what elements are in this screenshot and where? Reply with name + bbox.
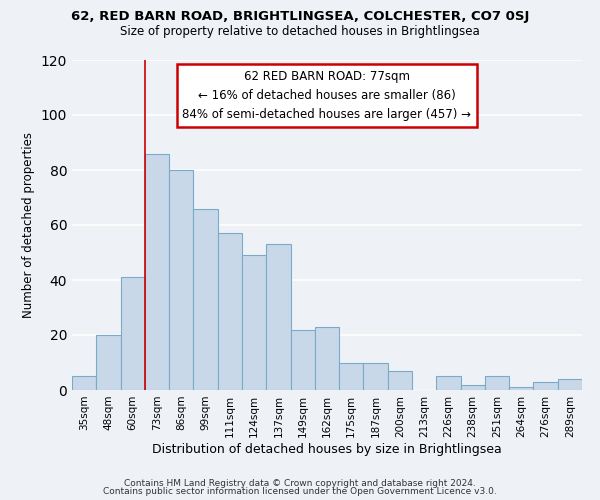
Text: Contains HM Land Registry data © Crown copyright and database right 2024.: Contains HM Land Registry data © Crown c… (124, 478, 476, 488)
Text: 62 RED BARN ROAD: 77sqm
← 16% of detached houses are smaller (86)
84% of semi-de: 62 RED BARN ROAD: 77sqm ← 16% of detache… (182, 70, 472, 121)
Text: 62, RED BARN ROAD, BRIGHTLINGSEA, COLCHESTER, CO7 0SJ: 62, RED BARN ROAD, BRIGHTLINGSEA, COLCHE… (71, 10, 529, 23)
Bar (266, 244, 290, 390)
Bar (485, 376, 509, 390)
Bar (169, 170, 193, 390)
Bar (509, 387, 533, 390)
Bar (558, 379, 582, 390)
Bar (461, 384, 485, 390)
Bar (533, 382, 558, 390)
Bar (290, 330, 315, 390)
Bar (193, 208, 218, 390)
Bar (388, 371, 412, 390)
Bar (96, 335, 121, 390)
Bar (364, 362, 388, 390)
Bar (339, 362, 364, 390)
Bar (242, 255, 266, 390)
Bar (121, 277, 145, 390)
X-axis label: Distribution of detached houses by size in Brightlingsea: Distribution of detached houses by size … (152, 442, 502, 456)
Bar (436, 376, 461, 390)
Bar (72, 376, 96, 390)
Bar (218, 233, 242, 390)
Bar (315, 327, 339, 390)
Text: Size of property relative to detached houses in Brightlingsea: Size of property relative to detached ho… (120, 25, 480, 38)
Bar (145, 154, 169, 390)
Y-axis label: Number of detached properties: Number of detached properties (22, 132, 35, 318)
Text: Contains public sector information licensed under the Open Government Licence v3: Contains public sector information licen… (103, 487, 497, 496)
